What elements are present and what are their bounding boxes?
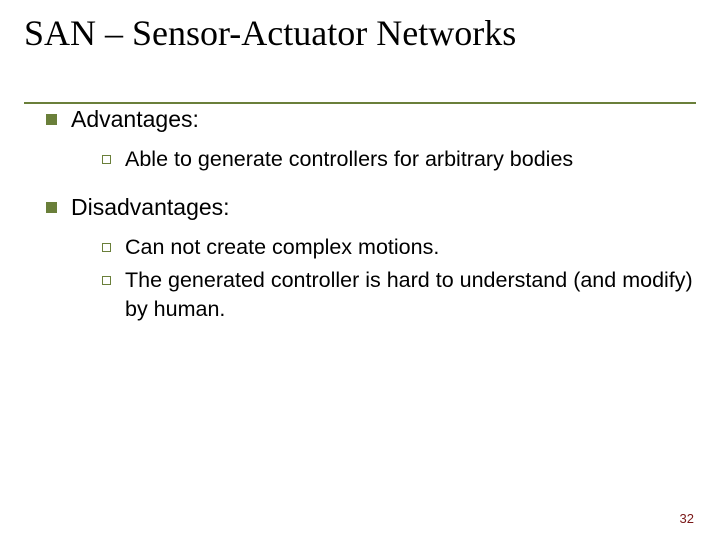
- slide-content: Advantages: Able to generate controllers…: [24, 104, 696, 324]
- title-text: SAN – Sensor-Actuator Networks: [24, 12, 696, 62]
- square-bullet-icon: [46, 202, 57, 213]
- page-number: 32: [680, 511, 694, 526]
- section-heading-text: Disadvantages:: [71, 192, 696, 223]
- list-item: The generated controller is hard to unde…: [102, 266, 696, 324]
- slide-title: SAN – Sensor-Actuator Networks: [24, 12, 696, 104]
- section-items: Able to generate controllers for arbitra…: [46, 145, 696, 174]
- hollow-square-bullet-icon: [102, 243, 111, 252]
- list-item: Can not create complex motions.: [102, 233, 696, 262]
- section-heading: Advantages:: [46, 104, 696, 135]
- list-item-text: Able to generate controllers for arbitra…: [125, 145, 696, 174]
- section-items: Can not create complex motions. The gene…: [46, 233, 696, 324]
- list-item-text: Can not create complex motions.: [125, 233, 696, 262]
- list-item: Able to generate controllers for arbitra…: [102, 145, 696, 174]
- slide: SAN – Sensor-Actuator Networks Advantage…: [0, 0, 720, 540]
- hollow-square-bullet-icon: [102, 276, 111, 285]
- section-heading-text: Advantages:: [71, 104, 696, 135]
- list-item-text: The generated controller is hard to unde…: [125, 266, 696, 324]
- hollow-square-bullet-icon: [102, 155, 111, 164]
- section-heading: Disadvantages:: [46, 192, 696, 223]
- square-bullet-icon: [46, 114, 57, 125]
